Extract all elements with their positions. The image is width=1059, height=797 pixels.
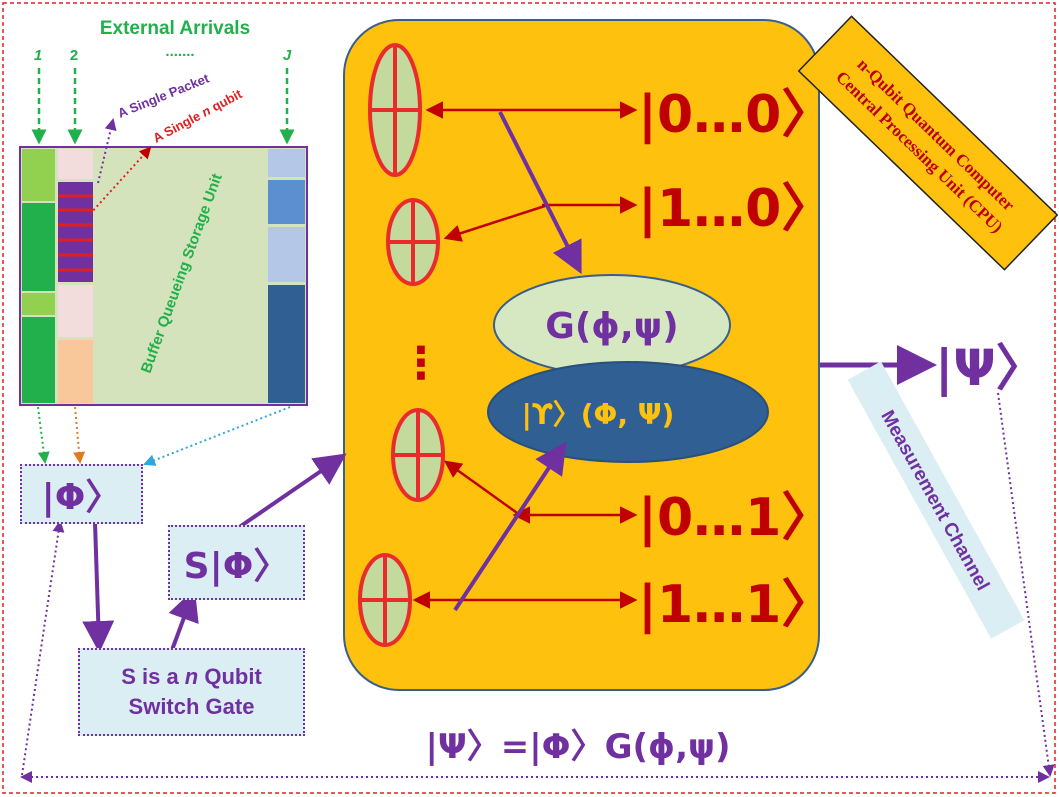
buffer-unit [19, 146, 308, 406]
switch-up-arrow [168, 588, 199, 651]
channel-label-1: 1 [34, 47, 42, 64]
switched-state-label: S|Φ〉 [183, 545, 290, 587]
output-state-label: |Ψ〉 [935, 339, 1046, 397]
register-dots: ⋮ [399, 339, 443, 388]
channel-label-j: J [283, 47, 292, 64]
qubit-ellipse [391, 408, 445, 502]
basis-state-label: |0…0〉 [638, 85, 833, 145]
gate-label: G(ϕ,ψ) [545, 306, 678, 347]
measurement-down-path [997, 392, 1055, 777]
qubit-ellipse [386, 198, 440, 286]
switch-gate-box: S is a n Qubit Switch Gate [78, 648, 305, 736]
feedback-up-path [21, 520, 65, 776]
phi-down-arrow [82, 521, 115, 653]
input-state-box: |Φ〉 [20, 464, 143, 524]
feed-arrow-orange [73, 406, 86, 464]
switch-gate-line2: Switch Gate [128, 694, 255, 719]
equation-label: |Ψ〉=|Φ〉G(ϕ,ψ) [425, 727, 730, 767]
upsilon-label: |ϒ〉(Φ, Ψ) [522, 398, 675, 431]
external-arrivals-title: External Arrivals [100, 18, 250, 39]
switched-state-box: S|Φ〉 [168, 525, 305, 600]
measurement-channel: Measurement Channel [847, 361, 1025, 639]
switch-gate-line1: S is a n Qubit [121, 664, 262, 689]
feed-arrow-cyan [143, 406, 291, 466]
state-arrow [443, 460, 521, 517]
to-cpu-arrow [236, 453, 347, 530]
channel-label-2: 2 [70, 47, 78, 64]
basis-state-label: |1…1〉 [638, 575, 833, 635]
basis-state-label: |1…0〉 [638, 179, 833, 239]
measurement-channel-label: Measurement Channel [876, 407, 993, 594]
qubit-ellipse [368, 43, 422, 177]
basis-state-label: |0…1〉 [638, 488, 833, 548]
qubit-ellipse [358, 553, 412, 647]
channel-label-dots: ....... [165, 43, 194, 60]
feed-arrow-green [37, 406, 50, 464]
upsilon-ellipse [487, 361, 769, 463]
input-state-label: |Φ〉 [41, 477, 122, 518]
state-arrow [443, 203, 549, 242]
cpu-title-banner: n-Qubit Quantum Computer Central Process… [797, 15, 1059, 271]
flow-arrow-to-upsilon [453, 441, 567, 612]
flow-arrow-to-gate [498, 111, 582, 275]
packet-pointer [97, 118, 117, 184]
